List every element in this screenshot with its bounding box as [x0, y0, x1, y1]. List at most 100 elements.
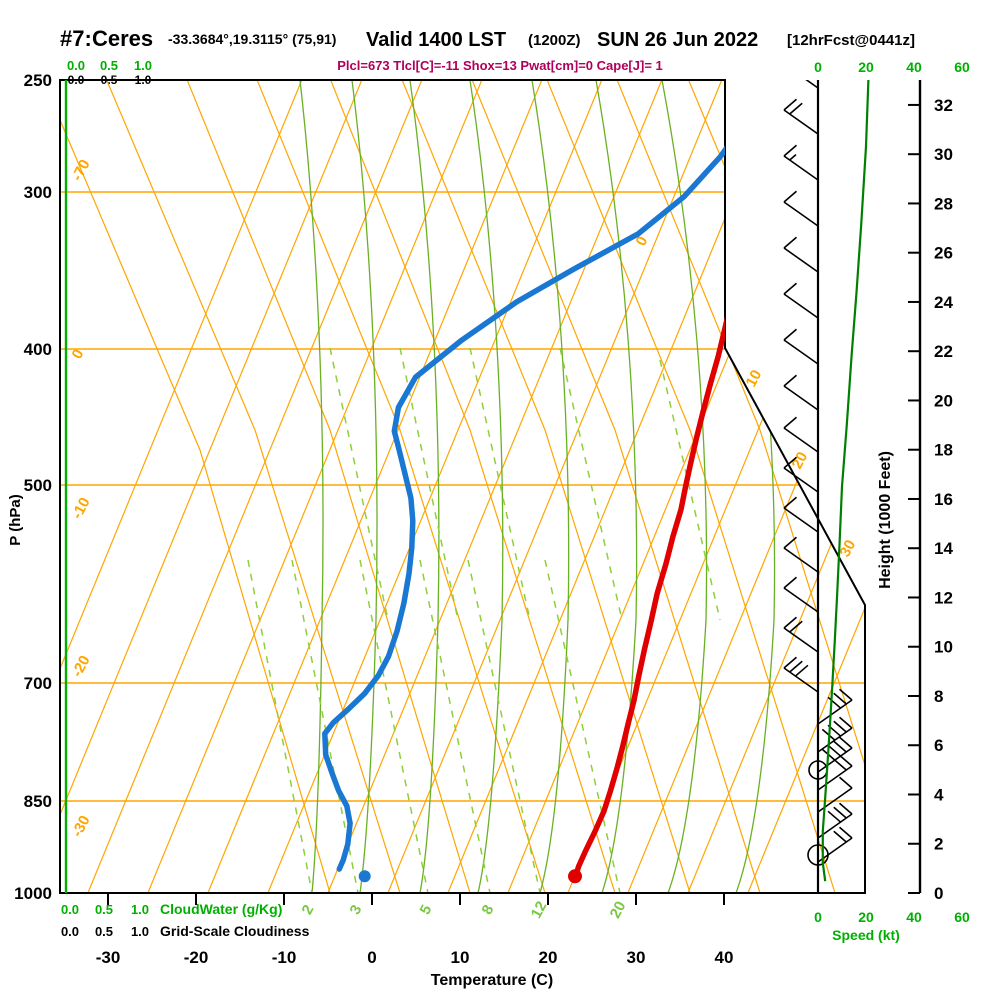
- cloudwater-tick-top-1: 0.5: [100, 58, 118, 73]
- wind-barb-full-feather: [783, 282, 798, 295]
- wind-barb-full-feather: [838, 826, 853, 839]
- pressure-tick-300: 300: [24, 183, 52, 202]
- wind-barb-staff: [783, 587, 819, 613]
- wind-barbs-group: [783, 80, 853, 866]
- height-tick-12: 12: [934, 588, 953, 607]
- wind-barb-full-feather: [838, 716, 853, 729]
- cloud-scale-bottom: 0.0 0.5 1.0 CloudWater (g/Kg) 0.0 0.5 1.…: [61, 901, 310, 939]
- cloudwater-tick-top-0: 0.0: [67, 58, 85, 73]
- cloudiness-tick-bottom-0: 0.0: [61, 924, 79, 939]
- speed-scale-bottom: 0 20 40 60 Speed (kt): [814, 909, 970, 943]
- height-tick-24: 24: [934, 293, 953, 312]
- wind-barb-full-feather: [783, 374, 798, 387]
- temperature-tick--10: -10: [272, 948, 297, 967]
- surface-dewpoint-dot: [358, 870, 371, 883]
- cloudiness-tick-bottom-2: 1.0: [131, 924, 149, 939]
- wind-barb-full-feather: [789, 620, 803, 633]
- wind-barb-full-feather: [833, 830, 847, 843]
- wind-barb-full-feather: [827, 744, 842, 757]
- wind-barb-full-feather: [794, 664, 809, 677]
- wind-barb-full-feather: [838, 776, 853, 789]
- wind-barb-staff: [783, 155, 819, 181]
- pressure-tick-250: 250: [24, 71, 52, 90]
- wind-barb-full-feather: [833, 806, 847, 819]
- mixing-ratio-label-4: 12: [528, 899, 551, 922]
- wind-barb-staff: [783, 667, 819, 693]
- wind-level-marker: [807, 844, 829, 866]
- height-tick-32: 32: [934, 96, 953, 115]
- station-coords: -33.3684°,19.3115° (75,91): [168, 31, 336, 47]
- pressure-tick-500: 500: [24, 476, 52, 495]
- temperature-tick-30: 30: [627, 948, 646, 967]
- cloudiness-tick-bottom-1: 0.5: [95, 924, 113, 939]
- height-tick-0: 0: [934, 884, 943, 903]
- wind-barb-full-feather: [833, 758, 847, 771]
- height-tick-10: 10: [934, 638, 953, 657]
- station-id: #7:: [60, 26, 92, 51]
- temperature-tick-20: 20: [539, 948, 558, 967]
- speed-tick-top-1: 20: [858, 59, 874, 75]
- speed-tick-bottom-1: 20: [858, 909, 874, 925]
- temperature-axis-title: Temperature (C): [431, 972, 553, 989]
- height-axis-title: Height (1000 Feet): [877, 451, 894, 589]
- wind-barb-full-feather: [838, 688, 853, 701]
- mixing-ratio-label-5: 20: [607, 899, 630, 922]
- wind-barb-full-feather: [783, 656, 798, 669]
- wind-barb-full-feather: [783, 616, 798, 629]
- height-tick-2: 2: [934, 835, 943, 854]
- temperature-axis: -30 -20 -10 0 10 20 30 40 Temperature (C…: [96, 893, 734, 989]
- dewpoint-trace: [322, 111, 754, 872]
- speed-tick-bottom-3: 60: [954, 909, 970, 925]
- height-tick-16: 16: [934, 490, 953, 509]
- speed-tick-top-2: 40: [906, 59, 922, 75]
- cloudwater-tick-top-2: 1.0: [134, 58, 152, 73]
- cloudiness-scale-title: Grid-Scale Cloudiness: [160, 923, 310, 939]
- speed-tick-top-3: 60: [954, 59, 970, 75]
- wind-barb-staff: [817, 765, 853, 791]
- wind-barb-full-feather: [827, 696, 842, 709]
- pressure-tick-850: 850: [24, 792, 52, 811]
- pressure-tick-1000: 1000: [14, 884, 52, 903]
- speed-tick-top-0: 0: [814, 59, 822, 75]
- wind-barb-full-feather: [783, 190, 798, 203]
- wind-barb-full-feather: [838, 802, 853, 815]
- wind-barb-full-feather: [833, 720, 847, 733]
- wind-speed-trace: [821, 79, 870, 882]
- pressure-axis-title: P (hPa): [7, 494, 24, 545]
- cloud-scale-top: 0.0 0.5 1.0 0.0 0.5 1.0: [67, 58, 152, 87]
- temperature-tick-marks: [107, 893, 725, 905]
- pressure-tick-700: 700: [24, 674, 52, 693]
- wind-barb-staff: [805, 80, 819, 89]
- wind-barb-staff: [783, 467, 819, 493]
- valid-date: SUN 26 Jun 2022: [597, 29, 758, 51]
- height-tick-20: 20: [934, 391, 953, 410]
- sounding-parameters: Plcl=673 Tlcl[C]=-11 Shox=13 Pwat[cm]=0 …: [337, 58, 663, 73]
- valid-time-utc: (1200Z): [528, 32, 581, 49]
- forecast-tag: [12hrFcst@0441z]: [787, 32, 915, 49]
- height-tick-6: 6: [934, 736, 943, 755]
- mixing-ratio-lines: [247, 347, 721, 893]
- wind-barb-full-feather: [783, 496, 798, 509]
- cloudwater-tick-bottom-1: 0.5: [95, 902, 113, 917]
- wind-barb-staff: [783, 627, 819, 653]
- wind-barb-staff: [783, 201, 819, 227]
- wind-barb-full-feather: [789, 102, 803, 115]
- height-tick-26: 26: [934, 244, 953, 263]
- height-tick-14: 14: [934, 539, 953, 558]
- plot-frame: [59, 79, 866, 894]
- wind-barb-full-feather: [833, 692, 847, 705]
- wind-barb-staff: [783, 109, 819, 135]
- wind-barb-full-feather: [783, 144, 798, 157]
- speed-scale-top: 0 20 40 60: [814, 59, 970, 75]
- wind-barb-full-feather: [783, 416, 798, 429]
- wind-barb-full-feather: [833, 740, 847, 753]
- speed-tick-bottom-2: 40: [906, 909, 922, 925]
- isotherm-label-right-2: 20: [789, 449, 812, 472]
- cloudwater-tick-bottom-0: 0.0: [61, 902, 79, 917]
- height-tick-22: 22: [934, 342, 953, 361]
- wind-barb-staff: [783, 247, 819, 273]
- temperature-tick-40: 40: [715, 948, 734, 967]
